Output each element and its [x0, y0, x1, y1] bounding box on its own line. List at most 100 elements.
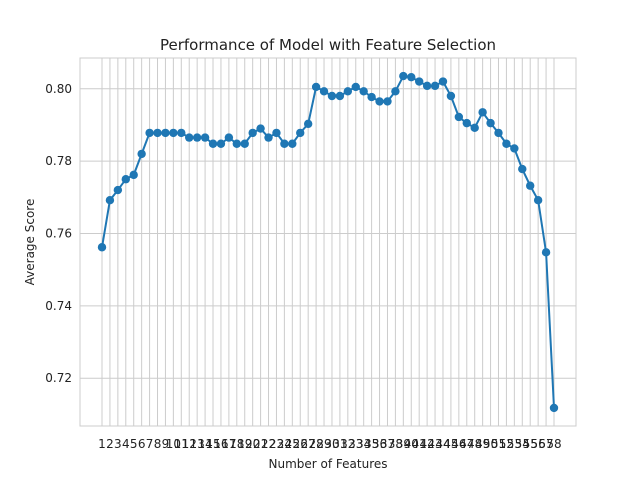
data-point — [502, 139, 511, 148]
data-point — [351, 82, 360, 92]
y-tick-label: 0.78 — [45, 154, 72, 168]
data-point — [272, 128, 281, 138]
data-point — [414, 77, 424, 86]
y-tick-label: 0.80 — [45, 82, 72, 96]
x-tick-label: 17 — [221, 437, 236, 451]
data-point — [494, 128, 503, 138]
x-tick-label: 11 — [174, 437, 189, 451]
y-tick-label: 0.74 — [45, 299, 72, 313]
plot-area — [79, 57, 577, 427]
data-point — [224, 133, 234, 142]
x-tick-label: 26 — [293, 437, 308, 451]
data-point — [288, 139, 297, 148]
x-tick-label: 16 — [213, 437, 228, 451]
data-point — [518, 164, 527, 174]
data-point — [422, 81, 432, 91]
data-point — [549, 403, 559, 413]
data-point — [256, 124, 265, 133]
data-point — [383, 97, 392, 106]
data-point — [296, 128, 305, 138]
x-tick-label: 41 — [412, 437, 427, 451]
x-tick-label: 50 — [483, 437, 498, 451]
data-point — [105, 196, 115, 205]
data-point — [161, 128, 170, 138]
data-point — [454, 112, 464, 122]
x-tick-label: 30 — [324, 437, 339, 451]
data-points — [97, 71, 559, 413]
x-tick-label: 12 — [182, 437, 197, 451]
x-grid — [101, 58, 555, 426]
y-tick-label: 0.76 — [45, 226, 72, 240]
x-tick-label: 39 — [396, 437, 411, 451]
x-tick-label: 51 — [491, 437, 506, 451]
x-tick-label: 3 — [114, 437, 122, 451]
data-point — [462, 118, 471, 128]
data-point — [208, 139, 218, 148]
x-tick-label: 6 — [138, 437, 146, 451]
x-tick-label: 9 — [162, 437, 170, 451]
x-tick-label: 48 — [467, 437, 482, 451]
x-tick-label: 45 — [443, 437, 458, 451]
x-tick-label: 4 — [122, 437, 130, 451]
x-tick-label: 21 — [253, 437, 268, 451]
x-tick-label: 29 — [316, 437, 331, 451]
score-series-line — [101, 75, 555, 408]
data-point — [169, 128, 178, 138]
data-point — [240, 139, 249, 148]
x-tick-label: 15 — [205, 437, 220, 451]
data-point — [264, 133, 273, 142]
data-point — [510, 144, 519, 153]
data-point — [185, 133, 194, 142]
x-tick-label: 1 — [98, 437, 106, 451]
data-point — [478, 108, 487, 117]
data-point — [311, 82, 321, 92]
x-tick-labels: 1 2 3 4 5 6 7 8 91011121314151617181920212223242… — [98, 437, 561, 451]
x-tick-label: 23 — [269, 437, 284, 451]
x-tick-label: 18 — [229, 437, 244, 451]
x-tick-label: 36 — [372, 437, 387, 451]
data-point — [359, 87, 368, 96]
x-tick-label: 33 — [348, 437, 363, 451]
data-point — [367, 92, 376, 102]
data-point — [177, 128, 186, 138]
data-point — [541, 248, 551, 257]
x-tick-label: 54 — [515, 437, 530, 451]
data-point — [248, 128, 257, 138]
x-tick-label: 38 — [388, 437, 403, 451]
x-tick-label: 52 — [499, 437, 514, 451]
data-point — [470, 123, 479, 133]
x-tick-label: 25 — [285, 437, 300, 451]
data-point — [526, 181, 535, 190]
data-point — [446, 91, 456, 101]
x-tick-label: 47 — [459, 437, 474, 451]
x-tick-label: 2 — [106, 437, 114, 451]
x-tick-label: 34 — [356, 437, 371, 451]
x-tick-label: 28 — [308, 437, 323, 451]
x-tick-label: 58 — [546, 437, 561, 451]
x-tick-label: 32 — [340, 437, 355, 451]
data-point — [399, 71, 408, 81]
data-point — [375, 97, 384, 106]
x-tick-label: 5 — [130, 437, 138, 451]
y-tick-labels: 0.72 0.74 0.76 0.78 0.80 — [45, 82, 72, 385]
data-point — [438, 77, 448, 86]
x-tick-label: 24 — [277, 437, 292, 451]
x-tick-label: 8 — [154, 437, 162, 451]
x-tick-label: 35 — [364, 437, 379, 451]
data-point — [391, 87, 400, 96]
data-point — [407, 72, 416, 82]
x-tick-label: 42 — [419, 437, 434, 451]
x-tick-label: 57 — [538, 437, 553, 451]
data-point — [486, 118, 495, 128]
data-point — [280, 139, 289, 148]
data-point — [129, 170, 138, 180]
data-point — [343, 87, 353, 96]
data-point — [327, 91, 337, 101]
y-tick-label: 0.72 — [45, 371, 72, 385]
x-tick-label: 55 — [523, 437, 538, 451]
data-point — [192, 133, 202, 142]
data-point — [430, 81, 440, 91]
x-axis-label: Number of Features — [269, 457, 388, 471]
data-point — [113, 185, 123, 195]
